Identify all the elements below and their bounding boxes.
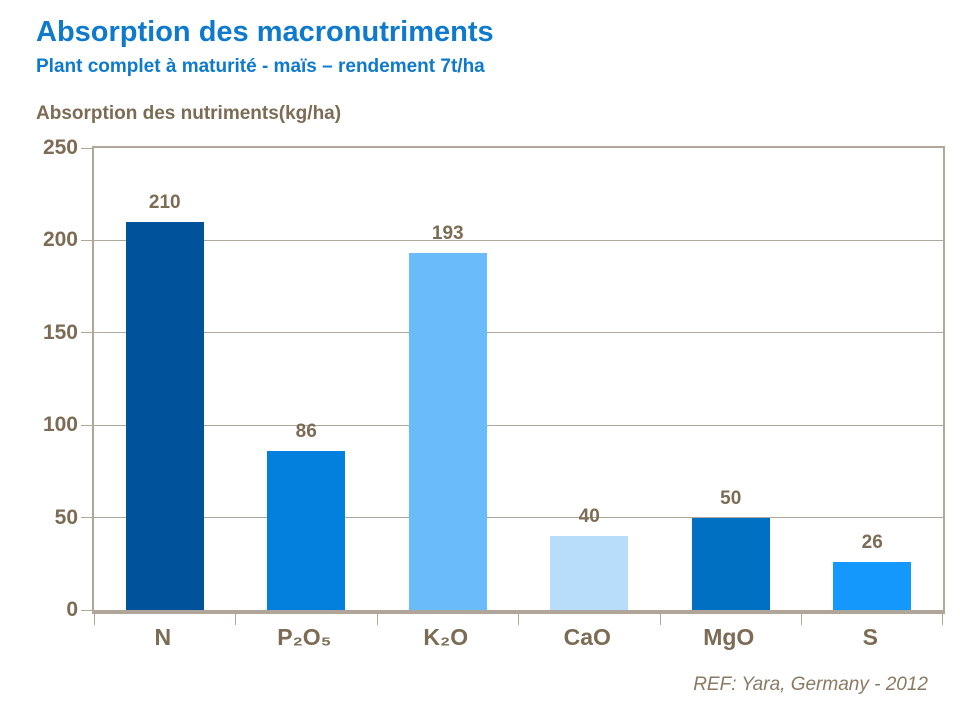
- x-axis-labels: N P₂O₅ K₂O CaO MgO S: [92, 624, 941, 656]
- bar-value-label: 210: [148, 191, 181, 213]
- gridline: [94, 239, 943, 241]
- bar: [125, 221, 204, 610]
- x-category-label: N: [154, 624, 172, 650]
- y-tick-label: 0: [66, 598, 78, 621]
- y-tick-label: 250: [42, 136, 78, 159]
- bar: [691, 517, 770, 610]
- slide-subtitle: Plant complet à maturité - maïs – rendem…: [36, 56, 485, 77]
- chart-axis-title: Absorption des nutriments(kg/ha): [36, 103, 342, 124]
- x-category-label: CaO: [563, 624, 611, 650]
- gridline: [94, 517, 943, 519]
- bar-value-label: 193: [431, 223, 464, 245]
- x-tick-mark: [518, 614, 519, 625]
- x-category-label: P₂O₅: [277, 624, 332, 650]
- y-tick-label: 50: [54, 505, 78, 529]
- x-tick-mark: [94, 614, 95, 625]
- gridline: [94, 332, 943, 334]
- bar-value-label: 26: [861, 531, 883, 553]
- y-tick-label: 150: [42, 320, 78, 344]
- gridline: [94, 424, 943, 426]
- bar: [267, 451, 346, 610]
- reference-text: REF: Yara, Germany - 2012: [693, 674, 928, 695]
- y-tick-mark: [81, 517, 92, 519]
- y-tick-mark: [81, 239, 92, 241]
- x-tick-mark: [659, 614, 661, 625]
- bar-value-label: 40: [578, 506, 600, 528]
- x-tick-mark: [235, 614, 236, 625]
- bar-value-label: 86: [295, 421, 317, 443]
- y-tick-mark: [81, 609, 92, 611]
- plot-area: 210 86 193 40 50 26: [81, 146, 945, 625]
- x-tick-mark: [801, 614, 802, 625]
- bar: [408, 253, 487, 610]
- x-category-label: K₂O: [423, 624, 469, 650]
- x-category-label: MgO: [703, 624, 755, 650]
- bar: [833, 561, 912, 610]
- y-axis-labels: 0 50 100 150 200 250: [10, 0, 78, 720]
- bar: [550, 536, 629, 610]
- x-category-label: S: [862, 624, 878, 650]
- y-tick-mark: [81, 147, 92, 149]
- bar-value-label: 50: [720, 487, 742, 509]
- y-tick-mark: [81, 424, 92, 426]
- x-tick-mark: [942, 614, 943, 625]
- slide-title: Absorption des macronutriments: [36, 16, 494, 48]
- y-tick-label: 200: [42, 228, 78, 252]
- y-tick-mark: [81, 332, 92, 334]
- y-tick-label: 100: [42, 413, 78, 437]
- x-tick-mark: [376, 614, 378, 625]
